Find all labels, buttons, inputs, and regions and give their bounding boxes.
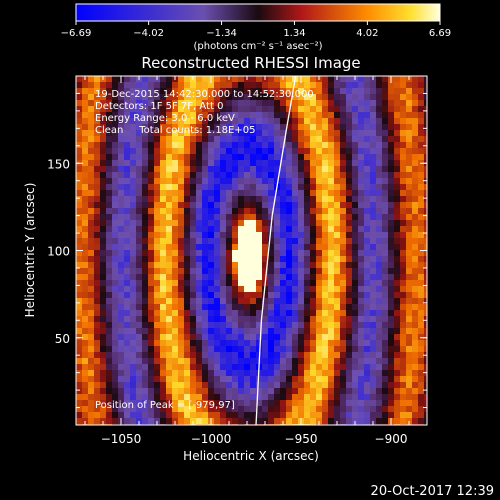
x-axis: −1050 −1000 −950 −900 [84, 76, 428, 446]
colorbar-ticks: −6.69 −4.02 −1.34 1.34 4.02 6.69 [61, 21, 451, 39]
colorbar-tick-label: 4.02 [356, 28, 378, 39]
colorbar [76, 4, 440, 21]
annotation-detectors: Detectors: 1F 5F 7F, Att 0 [95, 101, 223, 112]
colorbar-tick-label: −1.34 [206, 28, 237, 39]
colorbar-tick-label: 6.69 [429, 28, 451, 39]
footer-timestamp: 20-Oct-2017 12:39 [371, 484, 494, 499]
peak-position-label: Position of Peak = [-979,97] [95, 400, 235, 411]
y-tick-label: 100 [47, 245, 70, 259]
y-tick-label: 150 [47, 157, 70, 171]
colorbar-tick-label: −6.69 [61, 28, 92, 39]
x-tick-label: −1000 [191, 432, 232, 446]
colorbar-unit-label: (photons cm⁻² s⁻¹ asec⁻²) [193, 41, 322, 52]
x-tick-label: −1050 [101, 432, 142, 446]
y-tick-label: 50 [55, 332, 70, 346]
annotation-total-counts: Clean Total counts: 1.18E+05 [95, 125, 255, 136]
colorbar-frame [75, 3, 441, 22]
x-axis-label: Heliocentric X (arcsec) [183, 449, 319, 463]
y-axis: 50 100 150 [47, 92, 427, 409]
annotation-energy-range: Energy Range: 3.0 - 6.0 keV [95, 113, 235, 124]
solar-limb-curve [255, 76, 297, 425]
x-tick-label: −950 [285, 432, 318, 446]
x-tick-label: −900 [375, 432, 408, 446]
annotation-time-range: 19-Dec-2015 14:42:30.000 to 14:52:30.000 [95, 89, 314, 100]
y-axis-label: Heliocentric Y (arcsec) [23, 183, 37, 318]
colorbar-tick-label: 1.34 [283, 28, 305, 39]
colorbar-tick-label: −4.02 [133, 28, 164, 39]
chart-title: Reconstructed RHESSI Image [141, 54, 360, 72]
